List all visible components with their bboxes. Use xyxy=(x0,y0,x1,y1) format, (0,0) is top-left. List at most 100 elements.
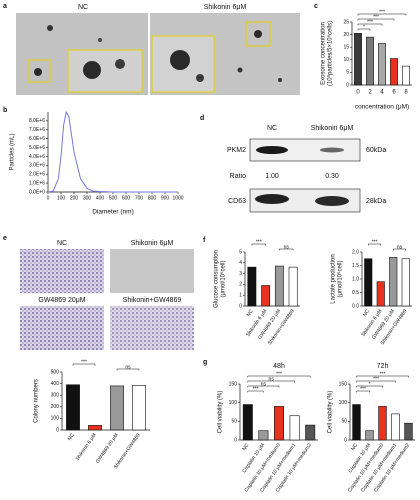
y-tick-label: 25 xyxy=(343,19,349,25)
y-tick-label: 5 xyxy=(346,70,349,76)
bar xyxy=(247,266,257,307)
y-tick-label: 100 xyxy=(51,416,60,422)
panel-label: e xyxy=(3,235,7,242)
significance-bracket xyxy=(357,23,383,26)
plate-image xyxy=(20,249,104,293)
significance-label: *** xyxy=(253,387,259,393)
y-tick-label: 100 xyxy=(229,400,238,406)
image-label: Shikonin 6μM xyxy=(204,4,247,11)
significance-label: ns xyxy=(269,377,275,383)
x-axis-label: Diameter (nm) xyxy=(92,209,134,216)
x-tick-label: 8 xyxy=(404,90,408,96)
x-tick-label: 700 xyxy=(135,195,144,201)
y-tick-label: 400 xyxy=(51,381,60,387)
panel-label: c xyxy=(314,3,318,10)
x-tick-label: Shikonin 6 μM xyxy=(75,432,98,461)
y-tick-label: 1.0E+6 xyxy=(29,180,45,186)
y-tick-label: 150 xyxy=(229,381,238,387)
image-label: Shikonin 6μM xyxy=(131,240,174,247)
x-tick-label: 0 xyxy=(47,195,50,201)
y-tick-label: 150 xyxy=(339,381,348,387)
ratio: 0.30 xyxy=(325,173,339,180)
significance-label: * xyxy=(369,382,371,388)
y-axis-label: Lactate production xyxy=(331,254,337,303)
panel-label: a xyxy=(3,3,7,10)
x-tick-label: 500 xyxy=(109,195,118,201)
significance-bracket xyxy=(356,385,383,388)
plate-image xyxy=(110,249,194,293)
bar xyxy=(274,265,284,307)
significance-label: *** xyxy=(276,372,282,378)
image-label: NC xyxy=(78,4,88,11)
bar xyxy=(110,385,124,431)
y-tick-label: 0 xyxy=(344,437,347,443)
x-tick-label: 200 xyxy=(70,195,79,201)
bar xyxy=(389,257,398,307)
y-tick-label: 1.0 xyxy=(352,276,359,282)
x-tick-label: NC xyxy=(241,442,250,452)
bar xyxy=(378,406,387,441)
band-label: PKM2 xyxy=(227,147,246,154)
y-tick-label: 6.0E+6 xyxy=(29,136,45,142)
image-label: Shikonin+GW4869 xyxy=(123,297,182,304)
y-tick-label: 3 xyxy=(239,271,242,277)
y-axis-label: (μmol/10⁶cell) xyxy=(220,261,227,298)
significance-label: *** xyxy=(367,20,373,26)
y-tick-label: 2.0E+6 xyxy=(29,172,45,178)
image-label: GW4869 20μM xyxy=(38,297,85,304)
bar xyxy=(132,385,146,431)
significance-bracket xyxy=(116,368,140,371)
x-tick-label: 400 xyxy=(96,195,105,201)
bar xyxy=(365,430,374,441)
significance-bracket xyxy=(247,390,264,393)
x-axis-label: concentration (μM) xyxy=(355,104,409,111)
x-tick-label: NC xyxy=(350,442,359,452)
significance-bracket xyxy=(357,13,407,16)
significance-bracket xyxy=(247,375,311,378)
y-tick-label: 500 xyxy=(51,369,60,375)
y-tick-label: 7.0E+6 xyxy=(29,127,45,133)
x-tick-label: GW4869 20 μM xyxy=(95,432,120,464)
y-tick-label: 20 xyxy=(343,32,349,38)
x-tick-label: 2 xyxy=(368,90,372,96)
band-size: 60kDa xyxy=(366,147,386,154)
image-label: NC xyxy=(57,240,67,247)
x-tick-label: 1000 xyxy=(172,195,183,201)
significance-bracket xyxy=(247,385,280,388)
x-tick-label: 800 xyxy=(148,195,157,201)
micrograph xyxy=(150,13,300,95)
significance-label: ns xyxy=(125,365,131,371)
blot xyxy=(249,138,361,162)
bar xyxy=(391,413,400,441)
x-tick-label: 900 xyxy=(161,195,170,201)
significance-bracket xyxy=(356,380,396,383)
significance-bracket xyxy=(279,248,294,251)
y-tick-label: 0.0 xyxy=(352,303,359,309)
y-tick-label: 100 xyxy=(339,400,348,406)
bar xyxy=(402,65,410,86)
y-tick-label: 50 xyxy=(341,419,347,425)
x-tick-label: 300 xyxy=(83,195,92,201)
ratio: 1.00 xyxy=(265,173,279,180)
x-tick-label: NC xyxy=(246,308,255,318)
y-tick-label: 4.0E+6 xyxy=(29,154,45,160)
bar xyxy=(242,404,253,441)
significance-label: *** xyxy=(81,360,87,366)
bar xyxy=(288,266,298,307)
significance-bracket xyxy=(357,28,371,31)
y-tick-label: 4 xyxy=(239,260,242,266)
bar xyxy=(261,285,271,307)
significance-label: ns xyxy=(284,245,290,251)
significance-bracket xyxy=(357,18,395,21)
significance-label: *** xyxy=(360,387,366,393)
plate-image xyxy=(110,306,194,350)
bar xyxy=(88,425,102,431)
ratio-label: Ratio xyxy=(230,173,246,180)
y-axis-label: Cell viability (%) xyxy=(328,391,334,434)
y-tick-label: 300 xyxy=(51,393,60,399)
x-tick-label: 4 xyxy=(380,90,384,96)
significance-label: *** xyxy=(380,372,386,378)
y-axis-label: Particles (mL) xyxy=(10,133,16,170)
significance-label: *** xyxy=(373,15,379,21)
y-tick-label: 0 xyxy=(346,82,349,88)
